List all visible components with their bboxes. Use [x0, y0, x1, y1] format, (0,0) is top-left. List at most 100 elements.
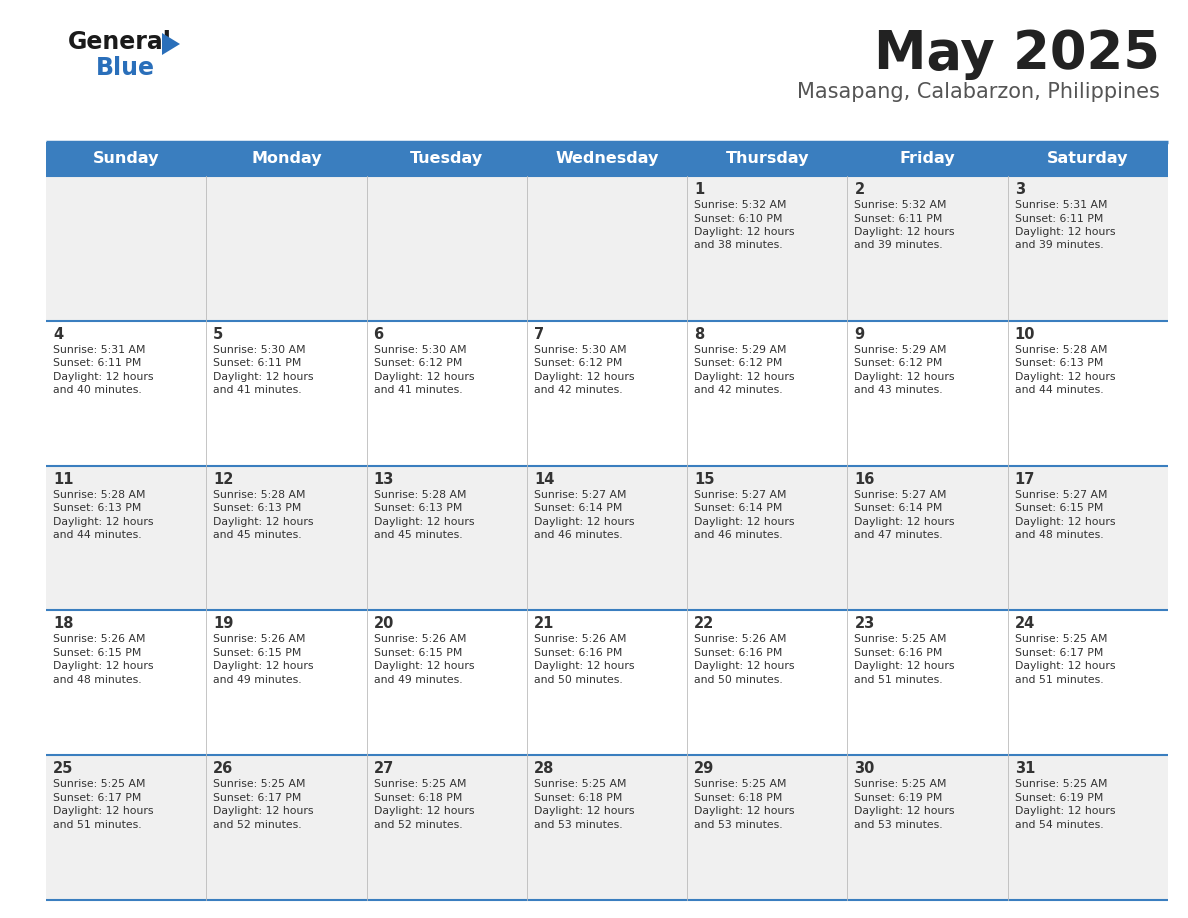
Text: Daylight: 12 hours: Daylight: 12 hours	[53, 517, 153, 527]
Text: Daylight: 12 hours: Daylight: 12 hours	[53, 806, 153, 816]
Bar	[46, 756, 1168, 900]
Text: Sunset: 6:11 PM: Sunset: 6:11 PM	[214, 358, 302, 368]
Text: Sunset: 6:12 PM: Sunset: 6:12 PM	[373, 358, 462, 368]
Text: Sunset: 6:18 PM: Sunset: 6:18 PM	[373, 793, 462, 802]
Text: Daylight: 12 hours: Daylight: 12 hours	[373, 661, 474, 671]
Bar	[46, 142, 1168, 176]
Text: Sunset: 6:17 PM: Sunset: 6:17 PM	[214, 793, 302, 802]
Text: Thursday: Thursday	[726, 151, 809, 166]
Text: Sunset: 6:12 PM: Sunset: 6:12 PM	[533, 358, 623, 368]
Polygon shape	[162, 33, 181, 55]
Text: Daylight: 12 hours: Daylight: 12 hours	[694, 806, 795, 816]
Text: and 48 minutes.: and 48 minutes.	[1015, 530, 1104, 540]
Text: and 43 minutes.: and 43 minutes.	[854, 386, 943, 396]
Text: and 44 minutes.: and 44 minutes.	[53, 530, 141, 540]
Text: Sunrise: 5:25 AM: Sunrise: 5:25 AM	[854, 779, 947, 789]
Text: Sunset: 6:13 PM: Sunset: 6:13 PM	[1015, 358, 1104, 368]
Text: 11: 11	[53, 472, 74, 487]
Text: Daylight: 12 hours: Daylight: 12 hours	[694, 661, 795, 671]
Text: Sunrise: 5:25 AM: Sunrise: 5:25 AM	[1015, 634, 1107, 644]
Text: Daylight: 12 hours: Daylight: 12 hours	[1015, 372, 1116, 382]
Text: Daylight: 12 hours: Daylight: 12 hours	[214, 517, 314, 527]
Text: Sunrise: 5:30 AM: Sunrise: 5:30 AM	[214, 345, 307, 354]
Text: and 54 minutes.: and 54 minutes.	[1015, 820, 1104, 830]
Text: 10: 10	[1015, 327, 1035, 341]
Text: Sunrise: 5:28 AM: Sunrise: 5:28 AM	[53, 489, 145, 499]
Text: 24: 24	[1015, 616, 1035, 632]
Text: and 50 minutes.: and 50 minutes.	[694, 675, 783, 685]
Text: 12: 12	[214, 472, 234, 487]
Text: Sunset: 6:19 PM: Sunset: 6:19 PM	[1015, 793, 1104, 802]
Text: Sunrise: 5:26 AM: Sunrise: 5:26 AM	[533, 634, 626, 644]
Text: and 53 minutes.: and 53 minutes.	[533, 820, 623, 830]
Text: Sunrise: 5:25 AM: Sunrise: 5:25 AM	[854, 634, 947, 644]
Text: and 42 minutes.: and 42 minutes.	[533, 386, 623, 396]
Text: General: General	[68, 30, 172, 54]
Text: 25: 25	[53, 761, 74, 777]
Text: Sunset: 6:13 PM: Sunset: 6:13 PM	[373, 503, 462, 513]
Text: Sunset: 6:15 PM: Sunset: 6:15 PM	[53, 648, 141, 658]
Text: Saturday: Saturday	[1047, 151, 1129, 166]
Text: Sunset: 6:14 PM: Sunset: 6:14 PM	[533, 503, 623, 513]
Text: 16: 16	[854, 472, 874, 487]
Text: 3: 3	[1015, 182, 1025, 197]
Text: 30: 30	[854, 761, 874, 777]
Text: Sunset: 6:14 PM: Sunset: 6:14 PM	[694, 503, 783, 513]
Text: Daylight: 12 hours: Daylight: 12 hours	[533, 517, 634, 527]
Text: 4: 4	[53, 327, 63, 341]
Text: Sunset: 6:18 PM: Sunset: 6:18 PM	[533, 793, 623, 802]
Text: and 45 minutes.: and 45 minutes.	[214, 530, 302, 540]
Bar	[46, 320, 1168, 465]
Text: Sunrise: 5:27 AM: Sunrise: 5:27 AM	[533, 489, 626, 499]
Text: Sunday: Sunday	[93, 151, 159, 166]
Text: Sunset: 6:15 PM: Sunset: 6:15 PM	[214, 648, 302, 658]
Text: Sunrise: 5:31 AM: Sunrise: 5:31 AM	[1015, 200, 1107, 210]
Text: and 48 minutes.: and 48 minutes.	[53, 675, 141, 685]
Text: and 38 minutes.: and 38 minutes.	[694, 241, 783, 251]
Text: 21: 21	[533, 616, 555, 632]
Text: Daylight: 12 hours: Daylight: 12 hours	[533, 806, 634, 816]
Text: Sunrise: 5:32 AM: Sunrise: 5:32 AM	[694, 200, 786, 210]
Text: Sunrise: 5:25 AM: Sunrise: 5:25 AM	[373, 779, 466, 789]
Text: Sunset: 6:16 PM: Sunset: 6:16 PM	[694, 648, 783, 658]
Text: and 49 minutes.: and 49 minutes.	[214, 675, 302, 685]
Text: and 39 minutes.: and 39 minutes.	[854, 241, 943, 251]
Text: Daylight: 12 hours: Daylight: 12 hours	[854, 227, 955, 237]
Text: and 42 minutes.: and 42 minutes.	[694, 386, 783, 396]
Text: May 2025: May 2025	[874, 28, 1159, 80]
Text: 6: 6	[373, 327, 384, 341]
Text: Daylight: 12 hours: Daylight: 12 hours	[854, 806, 955, 816]
Text: Sunrise: 5:30 AM: Sunrise: 5:30 AM	[373, 345, 466, 354]
Text: Daylight: 12 hours: Daylight: 12 hours	[533, 661, 634, 671]
Text: Sunrise: 5:25 AM: Sunrise: 5:25 AM	[694, 779, 786, 789]
Text: 18: 18	[53, 616, 74, 632]
Text: Daylight: 12 hours: Daylight: 12 hours	[214, 372, 314, 382]
Text: Sunset: 6:15 PM: Sunset: 6:15 PM	[373, 648, 462, 658]
Text: Daylight: 12 hours: Daylight: 12 hours	[53, 372, 153, 382]
Text: Sunset: 6:13 PM: Sunset: 6:13 PM	[214, 503, 302, 513]
Text: Sunrise: 5:31 AM: Sunrise: 5:31 AM	[53, 345, 145, 354]
Text: and 46 minutes.: and 46 minutes.	[533, 530, 623, 540]
Text: Masapang, Calabarzon, Philippines: Masapang, Calabarzon, Philippines	[797, 82, 1159, 102]
Text: 31: 31	[1015, 761, 1035, 777]
Text: Daylight: 12 hours: Daylight: 12 hours	[214, 661, 314, 671]
Text: Friday: Friday	[899, 151, 955, 166]
Text: and 50 minutes.: and 50 minutes.	[533, 675, 623, 685]
Text: 27: 27	[373, 761, 393, 777]
Text: and 41 minutes.: and 41 minutes.	[214, 386, 302, 396]
Text: Sunset: 6:11 PM: Sunset: 6:11 PM	[53, 358, 141, 368]
Text: and 51 minutes.: and 51 minutes.	[53, 820, 141, 830]
Text: Sunset: 6:12 PM: Sunset: 6:12 PM	[854, 358, 943, 368]
Text: 22: 22	[694, 616, 714, 632]
Text: 2: 2	[854, 182, 865, 197]
Text: and 52 minutes.: and 52 minutes.	[214, 820, 302, 830]
Text: and 39 minutes.: and 39 minutes.	[1015, 241, 1104, 251]
Text: Daylight: 12 hours: Daylight: 12 hours	[533, 372, 634, 382]
Text: Daylight: 12 hours: Daylight: 12 hours	[854, 661, 955, 671]
Text: 23: 23	[854, 616, 874, 632]
Text: and 45 minutes.: and 45 minutes.	[373, 530, 462, 540]
Text: Sunrise: 5:26 AM: Sunrise: 5:26 AM	[694, 634, 786, 644]
Text: and 44 minutes.: and 44 minutes.	[1015, 386, 1104, 396]
Text: 20: 20	[373, 616, 394, 632]
Text: Daylight: 12 hours: Daylight: 12 hours	[1015, 661, 1116, 671]
